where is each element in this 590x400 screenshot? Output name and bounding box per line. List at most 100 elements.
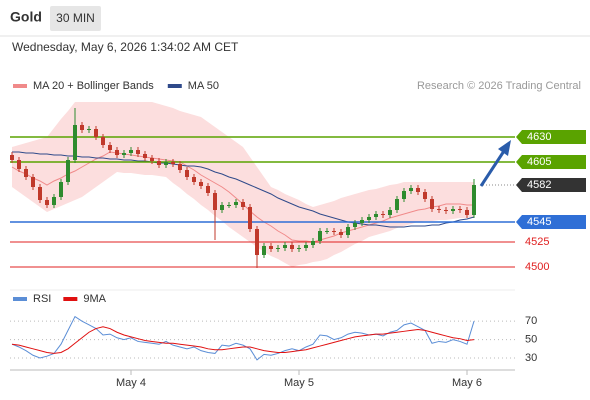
candle-body bbox=[122, 153, 126, 155]
candle-body bbox=[185, 170, 189, 177]
candle-body bbox=[87, 129, 91, 130]
timestamp: Wednesday, May 6, 2026 1:34:02 AM CET bbox=[12, 40, 239, 54]
candle-body bbox=[472, 185, 476, 215]
candle-body bbox=[220, 205, 224, 210]
candle-body bbox=[416, 188, 420, 192]
candle-body bbox=[269, 246, 273, 249]
candle-body bbox=[255, 229, 259, 255]
candle-body bbox=[66, 160, 70, 182]
source: Research © 2026 Trading Central bbox=[417, 80, 581, 92]
candle-body bbox=[353, 223, 357, 227]
x-tick-label: May 5 bbox=[284, 377, 314, 389]
bollinger-band bbox=[12, 102, 474, 267]
candle-body bbox=[150, 158, 154, 161]
level-label: 4525 bbox=[525, 236, 549, 248]
candle-body bbox=[451, 209, 455, 211]
candle-body bbox=[458, 209, 462, 210]
candle-body bbox=[444, 210, 448, 211]
candle-body bbox=[94, 129, 98, 137]
symbol: Gold bbox=[10, 9, 42, 25]
legend-label: MA 20 + Bollinger Bands bbox=[33, 80, 154, 92]
candle-body bbox=[59, 182, 63, 197]
forecast-arrow-head bbox=[498, 140, 511, 156]
candle-body bbox=[325, 231, 329, 232]
candle-body bbox=[276, 248, 280, 249]
candle-body bbox=[101, 137, 105, 145]
candle-body bbox=[374, 214, 378, 217]
candle-body bbox=[311, 241, 315, 245]
interval-label[interactable]: 30 MIN bbox=[56, 11, 95, 25]
legend-swatch bbox=[63, 297, 78, 301]
candle-body bbox=[115, 150, 119, 155]
candle-body bbox=[38, 187, 42, 200]
candle-body bbox=[24, 169, 28, 177]
candle-body bbox=[381, 214, 385, 215]
candle-body bbox=[409, 188, 413, 191]
candle-body bbox=[10, 155, 14, 160]
candle-body bbox=[283, 245, 287, 248]
y-tick-label: 30 bbox=[525, 352, 537, 364]
level-tag bbox=[516, 155, 586, 169]
candle-body bbox=[52, 197, 56, 205]
level-label: 4545 bbox=[527, 216, 551, 228]
candle-body bbox=[304, 245, 308, 248]
candle-body bbox=[234, 202, 238, 205]
candle-body bbox=[192, 177, 196, 182]
candle-body bbox=[178, 164, 182, 170]
candle-body bbox=[143, 154, 147, 158]
main-layer: MA 20 + Bollinger Bands MA 50 4630 4605 4582… bbox=[10, 80, 586, 389]
candle-body bbox=[206, 186, 210, 193]
candle-body bbox=[227, 205, 231, 206]
interval-button[interactable] bbox=[50, 6, 101, 31]
y-tick-label: 50 bbox=[525, 334, 537, 346]
candle-body bbox=[73, 125, 77, 160]
candle-body bbox=[437, 209, 441, 210]
candle-body bbox=[164, 162, 168, 165]
candle-body bbox=[199, 182, 203, 186]
candle-body bbox=[346, 227, 350, 235]
level-label: 4605 bbox=[527, 156, 551, 168]
level-label: 4500 bbox=[525, 261, 549, 273]
candle-body bbox=[31, 177, 35, 187]
candle-body bbox=[241, 202, 245, 207]
candle-body bbox=[430, 199, 434, 209]
candle-body bbox=[423, 192, 427, 199]
moving-average bbox=[12, 151, 475, 228]
candle-body bbox=[360, 220, 364, 223]
legend-swatch bbox=[13, 84, 27, 88]
level-label: 4630 bbox=[527, 131, 551, 143]
level-tag bbox=[516, 130, 586, 144]
legend-swatch bbox=[167, 84, 182, 88]
x-tick-label: May 4 bbox=[116, 377, 146, 389]
candle-body bbox=[318, 231, 322, 241]
candle-body bbox=[402, 191, 406, 199]
candle-body bbox=[213, 193, 217, 210]
x-tick-label: May 6 bbox=[452, 377, 482, 389]
level-tag bbox=[516, 215, 586, 229]
candle-body bbox=[395, 199, 399, 210]
forecast-arrow bbox=[479, 150, 506, 187]
line-series bbox=[11, 326, 475, 354]
candle-body bbox=[45, 200, 49, 205]
legend-label: RSI bbox=[33, 293, 51, 305]
candle-body bbox=[388, 210, 392, 215]
candle-body bbox=[332, 231, 336, 232]
level-label: 4582 bbox=[527, 179, 551, 191]
y-tick-label: 70 bbox=[525, 315, 537, 327]
candle-body bbox=[290, 245, 294, 249]
candle-body bbox=[136, 150, 140, 154]
candle-body bbox=[80, 125, 84, 130]
legend-label: 9MA bbox=[83, 293, 106, 305]
candle-body bbox=[171, 162, 175, 164]
candle-body bbox=[367, 217, 371, 220]
candle-body bbox=[262, 246, 266, 255]
candle-body bbox=[129, 150, 133, 153]
legend-label: MA 50 bbox=[188, 80, 219, 92]
legend-swatch bbox=[13, 297, 27, 301]
line-series bbox=[11, 315, 475, 361]
candle-body bbox=[297, 248, 301, 249]
candle-body bbox=[17, 160, 21, 169]
candle-body bbox=[248, 207, 252, 229]
candle-body bbox=[339, 232, 343, 235]
